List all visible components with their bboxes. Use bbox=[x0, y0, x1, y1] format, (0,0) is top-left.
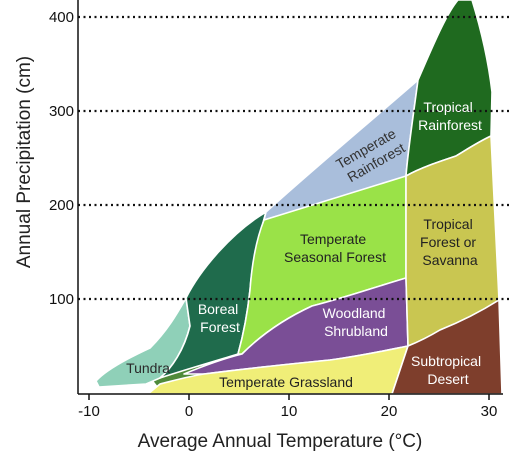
boreal-forest-label-line: Boreal bbox=[198, 301, 238, 317]
woodland-shrubland-label-line: Shrubland bbox=[324, 323, 388, 339]
subtropical-desert-label: Subtropical Desert bbox=[411, 353, 485, 387]
subtropical-desert-label-line: Subtropical bbox=[411, 353, 481, 369]
tropical-forest-savanna-label-line: Forest or bbox=[420, 234, 476, 250]
y-tick-label: 400 bbox=[49, 9, 74, 26]
boreal-forest-label-line: Forest bbox=[200, 319, 240, 335]
y-tick-label: 200 bbox=[49, 197, 74, 214]
woodland-shrubland-label-line: Woodland bbox=[323, 305, 386, 321]
y-tick-labels: 400 300 200 100 bbox=[49, 9, 74, 308]
y-tick-label: 100 bbox=[49, 291, 74, 308]
y-axis-title: Annual Precipitation (cm) bbox=[14, 56, 35, 268]
y-tick-label: 300 bbox=[49, 103, 74, 120]
x-tick-label: -10 bbox=[78, 403, 100, 420]
tropical-forest-savanna-label-line: Tropical bbox=[423, 216, 472, 232]
temperate-seasonal-forest-label-line: Temperate bbox=[300, 231, 366, 247]
x-tick-label: 10 bbox=[281, 403, 298, 420]
region-temperate-grassland bbox=[147, 345, 409, 395]
tropical-rainforest-label-line: Rainforest bbox=[418, 117, 482, 133]
biome-regions bbox=[95, 0, 503, 395]
axes bbox=[77, 0, 503, 400]
tropical-forest-savanna-label: Tropical Forest or Savanna bbox=[420, 216, 480, 268]
x-tick-label: 0 bbox=[185, 403, 193, 420]
tundra-label: Tundra bbox=[126, 360, 170, 376]
x-tick-label: 30 bbox=[481, 403, 498, 420]
gridlines bbox=[78, 15, 512, 301]
region-subtropical-desert bbox=[391, 299, 503, 395]
subtropical-desert-label-line: Desert bbox=[427, 371, 468, 387]
tropical-rainforest-label-line: Tropical bbox=[423, 99, 472, 115]
x-tick-label: 20 bbox=[381, 403, 398, 420]
woodland-shrubland-label: Woodland Shrubland bbox=[323, 305, 390, 339]
tropical-forest-savanna-label-line: Savanna bbox=[422, 252, 477, 268]
boreal-forest-label: Boreal Forest bbox=[198, 301, 242, 335]
x-tick-labels: -10 0 10 20 30 bbox=[78, 403, 497, 420]
temperate-seasonal-forest-label: Temperate Seasonal Forest bbox=[284, 231, 386, 265]
x-axis-title: Average Annual Temperature (°C) bbox=[138, 431, 423, 452]
tropical-rainforest-label: Tropical Rainforest bbox=[418, 99, 482, 133]
temperate-grassland-label: Temperate Grassland bbox=[219, 374, 353, 390]
temperate-seasonal-forest-label-line: Seasonal Forest bbox=[284, 249, 386, 265]
